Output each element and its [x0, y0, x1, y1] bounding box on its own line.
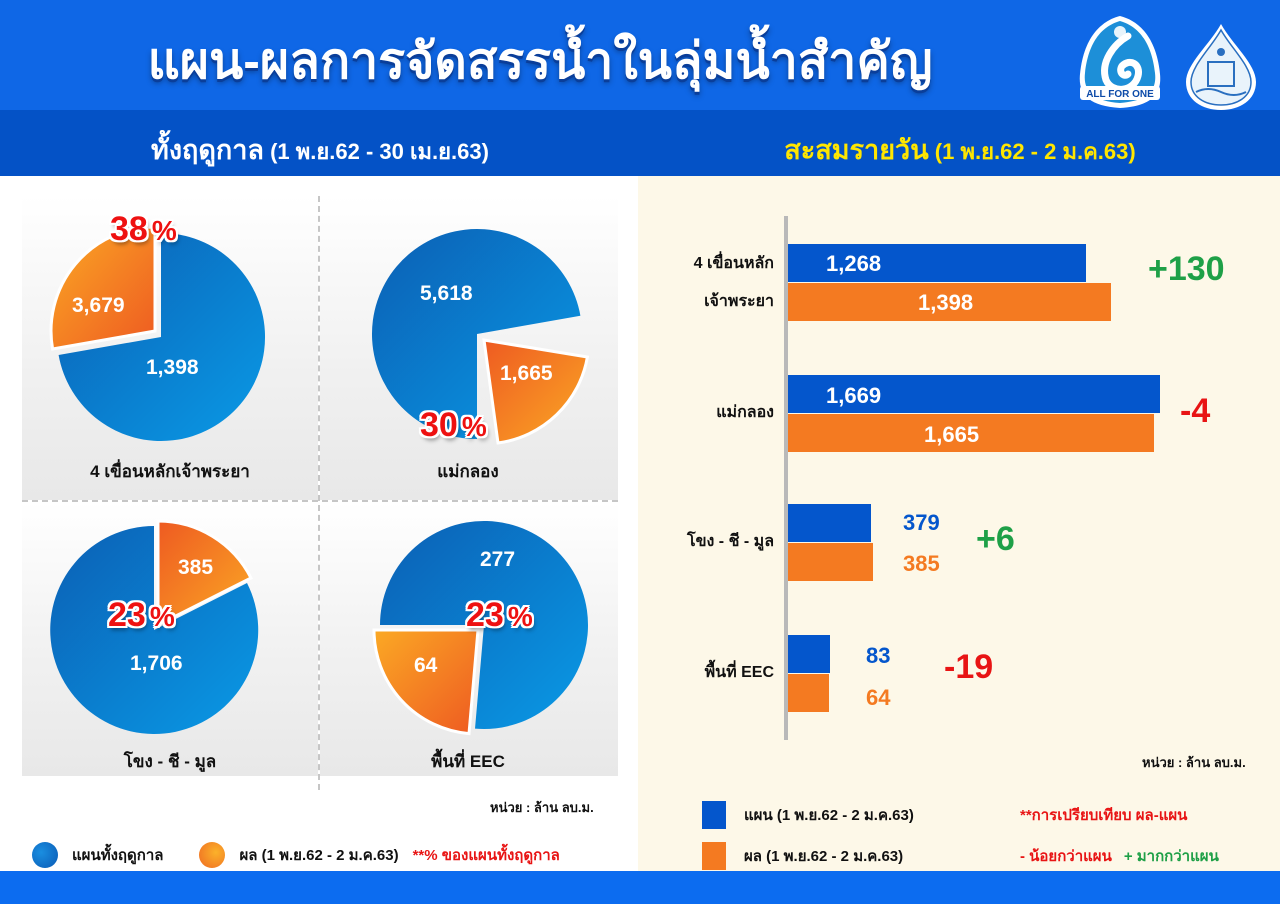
percent-value: 38: [110, 210, 148, 248]
category-line1: 4 เขื่อนหลัก: [693, 255, 774, 272]
bar-legend-actual: ผล (1 พ.ย.62 - 2 ม.ค.63) - น้อยกว่าแผน +…: [702, 842, 1219, 870]
bar-actual-value: 385: [903, 551, 940, 576]
bar-actual: [788, 283, 1111, 321]
pie-value-orange: 64: [414, 654, 438, 677]
category-line1: โขง - ชี - มูล: [687, 533, 774, 550]
note-less-than-plan: - น้อยกว่าแผน: [1020, 848, 1112, 865]
svg-text:ALL FOR ONE: ALL FOR ONE: [1086, 89, 1154, 100]
legend-actual: ผล (1 พ.ย.62 - 2 ม.ค.63): [239, 847, 399, 864]
legend-plan: แผน (1 พ.ย.62 - 2 ม.ค.63): [744, 807, 914, 824]
season-subtitle: ทั้งฤดูกาล (1 พ.ย.62 - 30 เม.ย.63): [0, 128, 640, 171]
bar-actual-value: 64: [866, 685, 891, 710]
units-label: หน่วย : ล้าน ลบ.ม.: [490, 800, 594, 815]
title-banner: [0, 0, 1280, 110]
bar-difference: +6: [976, 520, 1015, 558]
bar-actual-value: 1,665: [924, 422, 980, 447]
page-title: แผน-ผลการจัดสรรน้ำในลุ่มน้ำสำคัญ: [147, 33, 933, 89]
season-title: ทั้งฤดูกาล: [151, 135, 264, 165]
percent-value: 23: [466, 596, 504, 634]
percent-sign: %: [149, 601, 175, 632]
bar-plan-value: 1,669: [826, 383, 882, 408]
pie-value-blue: 1,398: [146, 356, 199, 379]
bar-plan: [788, 244, 1086, 282]
pie-chart-mekong-chi-mun: [50, 519, 259, 734]
comparison-note-title: **การเปรียบเทียบ ผล-แผน: [1020, 807, 1188, 824]
bar-plan-value: 1,268: [826, 251, 882, 276]
legend-actual: ผล (1 พ.ย.62 - 2 ม.ค.63): [744, 848, 904, 865]
bar-difference: -19: [944, 648, 994, 686]
pie-percent: 38%: [110, 210, 177, 249]
bar-actual-value: 1,398: [918, 290, 974, 315]
bar-difference: +130: [1148, 250, 1225, 288]
footer-bar: [0, 871, 1280, 904]
category-line1: พื้นที่ EEC: [704, 664, 774, 681]
percent-sign: %: [461, 411, 487, 442]
office-of-national-water-resources-logo: [1186, 24, 1256, 110]
pie-value-blue: 1,706: [130, 652, 183, 675]
pie-value-orange: 385: [178, 556, 214, 579]
pie-label: พื้นที่ EEC: [431, 752, 505, 771]
pie-label: 4 เขื่อนหลักเจ้าพระยา: [90, 462, 250, 481]
panel-divider-vertical: [318, 196, 320, 790]
bar-actual: [788, 543, 873, 581]
panel-divider-horizontal: [22, 500, 618, 502]
pie-percent: 23%: [108, 596, 175, 635]
pie-value-blue: 5,618: [420, 282, 473, 305]
bar-category-label: 4 เขื่อนหลัก เจ้าพระยา: [694, 245, 774, 321]
bar-category-label: โขง - ชี - มูล: [687, 523, 774, 561]
actual-legend-swatch: [199, 842, 226, 868]
percent-sign: %: [151, 215, 177, 246]
pie-chart-mae-klong: [371, 229, 590, 445]
category-line1: แม่กลอง: [716, 404, 774, 421]
bar-actual: [788, 414, 1154, 452]
bar-plan-value: 379: [903, 510, 940, 535]
bar-plan: [788, 504, 871, 542]
bar-legend-plan: แผน (1 พ.ย.62 - 2 ม.ค.63) **การเปรียบเที…: [702, 801, 1187, 829]
pie-legend: แผนทั้งฤดูกาล ผล (1 พ.ย.62 - 2 ม.ค.63) *…: [32, 842, 560, 868]
cumulative-subtitle: สะสมรายวัน (1 พ.ย.62 - 2 ม.ค.63): [640, 128, 1280, 171]
bar-plan: [788, 635, 830, 673]
bar-plan: [788, 375, 1160, 413]
actual-legend-swatch: [702, 842, 726, 870]
units-label: หน่วย : ล้าน ลบ.ม.: [1142, 755, 1246, 770]
legend-plan-season: แผนทั้งฤดูกาล: [72, 847, 164, 864]
percent-value: 23: [108, 596, 146, 634]
bar-actual: [788, 674, 829, 712]
plan-season-legend-swatch: [32, 842, 58, 868]
bar-difference: -4: [1180, 392, 1211, 430]
bar-category-label: แม่กลอง: [716, 394, 774, 432]
pie-value-blue: 277: [480, 548, 516, 571]
bar-plan-value: 83: [866, 643, 891, 668]
pie-value-orange: 3,679: [72, 294, 125, 317]
bar-category-label: พื้นที่ EEC: [705, 654, 774, 692]
pie-label: แม่กลอง: [437, 462, 499, 481]
pie-chart-eec: [372, 520, 588, 736]
all-for-one-logo: ALL FOR ONE: [1079, 16, 1161, 108]
cumulative-range: (1 พ.ย.62 - 2 ม.ค.63): [934, 139, 1136, 164]
subtitle-banner: [0, 110, 1280, 176]
category-line2: เจ้าพระยา: [704, 293, 774, 310]
pie-label: โขง - ชี - มูล: [123, 752, 217, 771]
note-more-than-plan: + มากกว่าแผน: [1123, 848, 1219, 865]
pie-percent: 23%: [466, 596, 533, 635]
cumulative-title: สะสมรายวัน: [784, 135, 929, 165]
percent-note: **% ของแผนทั้งฤดูกาล: [412, 847, 560, 864]
percent-sign: %: [507, 601, 533, 632]
plan-legend-swatch: [702, 801, 726, 829]
pie-chart-chao-phraya: [49, 225, 266, 441]
season-range: (1 พ.ย.62 - 30 เม.ย.63): [270, 139, 489, 164]
pie-percent: 30%: [420, 406, 487, 445]
pie-value-orange: 1,665: [500, 362, 553, 385]
percent-value: 30: [420, 406, 458, 444]
bar-axis: [784, 216, 788, 740]
